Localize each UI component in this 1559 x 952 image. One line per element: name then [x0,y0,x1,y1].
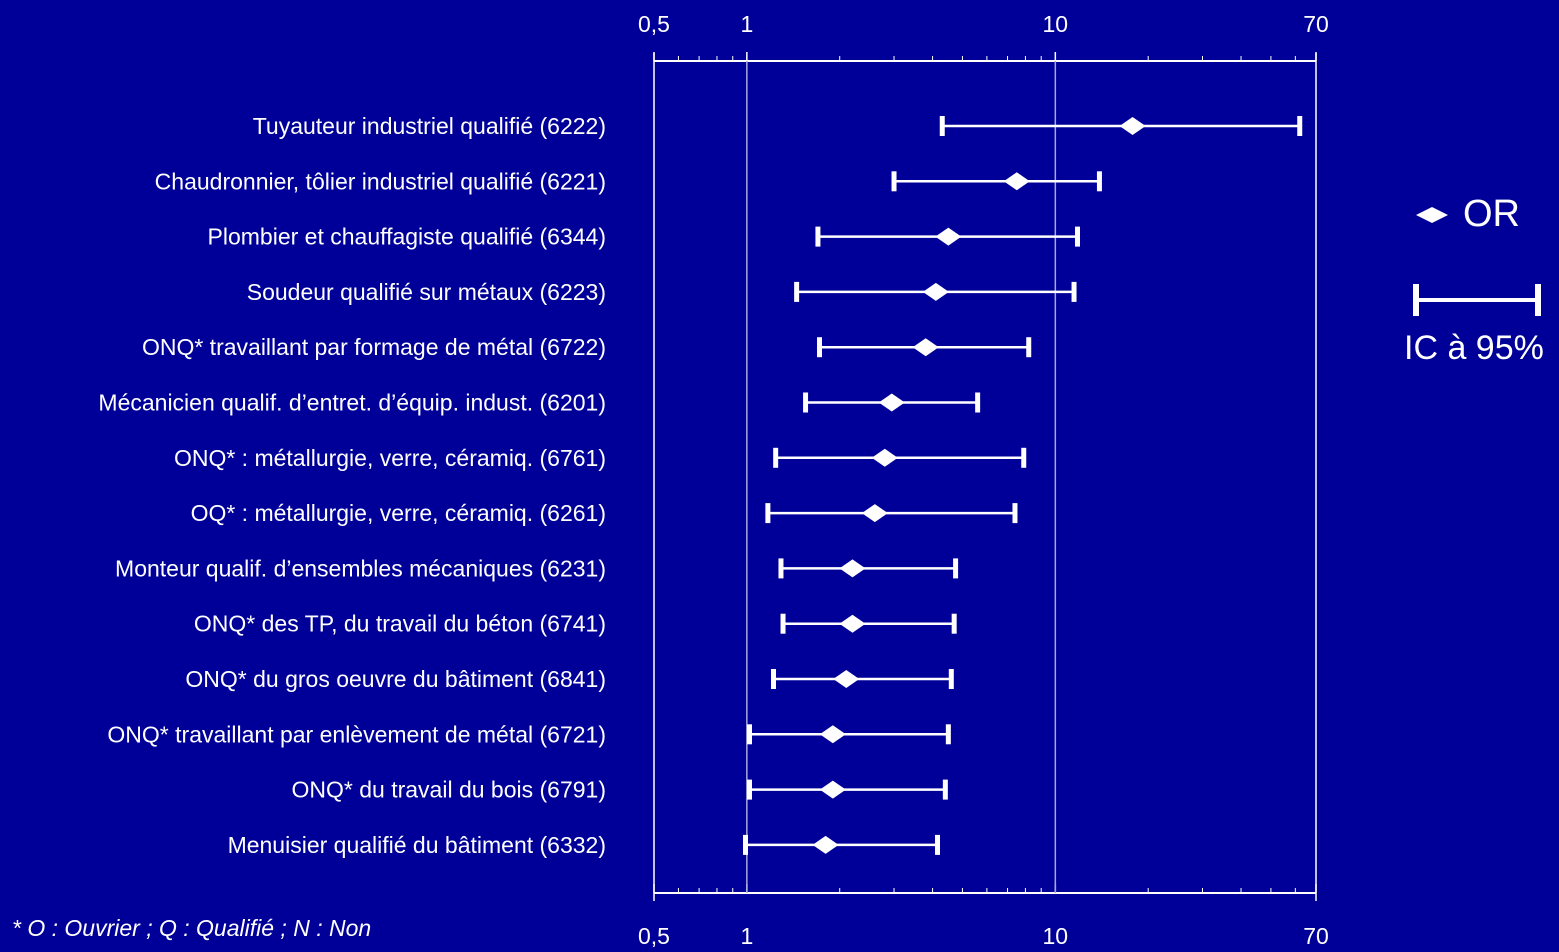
or-point [819,725,846,744]
or-point [812,835,839,854]
row-label: ONQ* du travail du bois (6791) [292,777,607,803]
row-label: Mécanicien qualif. d’entret. d’équip. in… [98,390,606,416]
row-label: Monteur qualif. d’ensembles mécaniques (… [115,555,606,581]
row-label: Tuyauteur industriel qualifié (6222) [253,113,606,139]
or-point [912,338,939,357]
or-point [833,670,860,688]
bottom-tick-label: 0,5 [638,923,670,947]
bottom-tick-label: 1 [740,923,753,947]
or-point [922,282,949,301]
forest-row [778,558,959,579]
bottom-tick-label: 10 [1043,923,1069,947]
top-tick-label: 0,5 [638,11,670,37]
axes: 0,5 0,5 1 1 10 10 70 70 [638,11,1329,949]
forest-row [770,669,954,689]
forest-row [747,724,951,745]
forest-row [773,447,1027,468]
diamond-icon [1416,207,1448,223]
row-label: Chaudronnier, tôlier industriel qualifié… [155,168,606,194]
forest-row [743,834,941,855]
reference-lines [746,61,1057,893]
row-label: ONQ* du gros oeuvre du bâtiment (6841) [185,666,606,692]
or-point [1003,172,1030,191]
forest-row [780,613,957,634]
top-tick-label: 10 [1043,11,1069,37]
bottom-tick-label: 70 [1303,923,1329,947]
row-label: Soudeur qualifié sur métaux (6223) [247,279,606,305]
forest-row [939,116,1303,136]
forest-row [747,779,948,800]
forest-row [794,281,1077,302]
forest-row [803,392,981,413]
legend-or-label: OR [1463,193,1520,235]
footnote: * O : Ouvrier ; Q : Qualifié ; N : Non [12,915,372,941]
row-labels: Tuyauteur industriel qualifié (6222) Chau… [98,113,606,858]
or-point [839,614,866,633]
forest-row [815,226,1080,247]
or-point [871,448,898,467]
or-point [861,504,888,523]
or-point [819,780,846,799]
forest-row [817,337,1032,358]
row-label: Plombier et chauffagiste qualifié (6344) [208,224,606,250]
top-tick-label: 70 [1303,11,1329,37]
row-label: OQ* : métallurgie, verre, céramiq. (6261… [191,500,606,526]
or-point [839,559,866,578]
or-point [935,227,962,246]
row-label: ONQ* : métallurgie, verre, céramiq. (676… [174,445,606,471]
or-point [878,393,905,412]
or-point [1119,117,1146,135]
row-label: Menuisier qualifié du bâtiment (6332) [228,832,606,858]
forest-row [765,503,1018,524]
forest-row [891,171,1102,192]
legend-interval-marker [1413,284,1541,316]
data-rows [743,116,1303,855]
row-label: ONQ* travaillant par enlèvement de métal… [107,721,606,747]
legend-or-marker [1414,195,1534,239]
row-label: ONQ* des TP, du travail du béton (6741) [194,611,606,637]
top-tick-label: 1 [740,11,753,37]
row-label: ONQ* travaillant par formage de métal (6… [142,334,606,360]
legend-interval-label: IC à 95% [1404,329,1544,367]
